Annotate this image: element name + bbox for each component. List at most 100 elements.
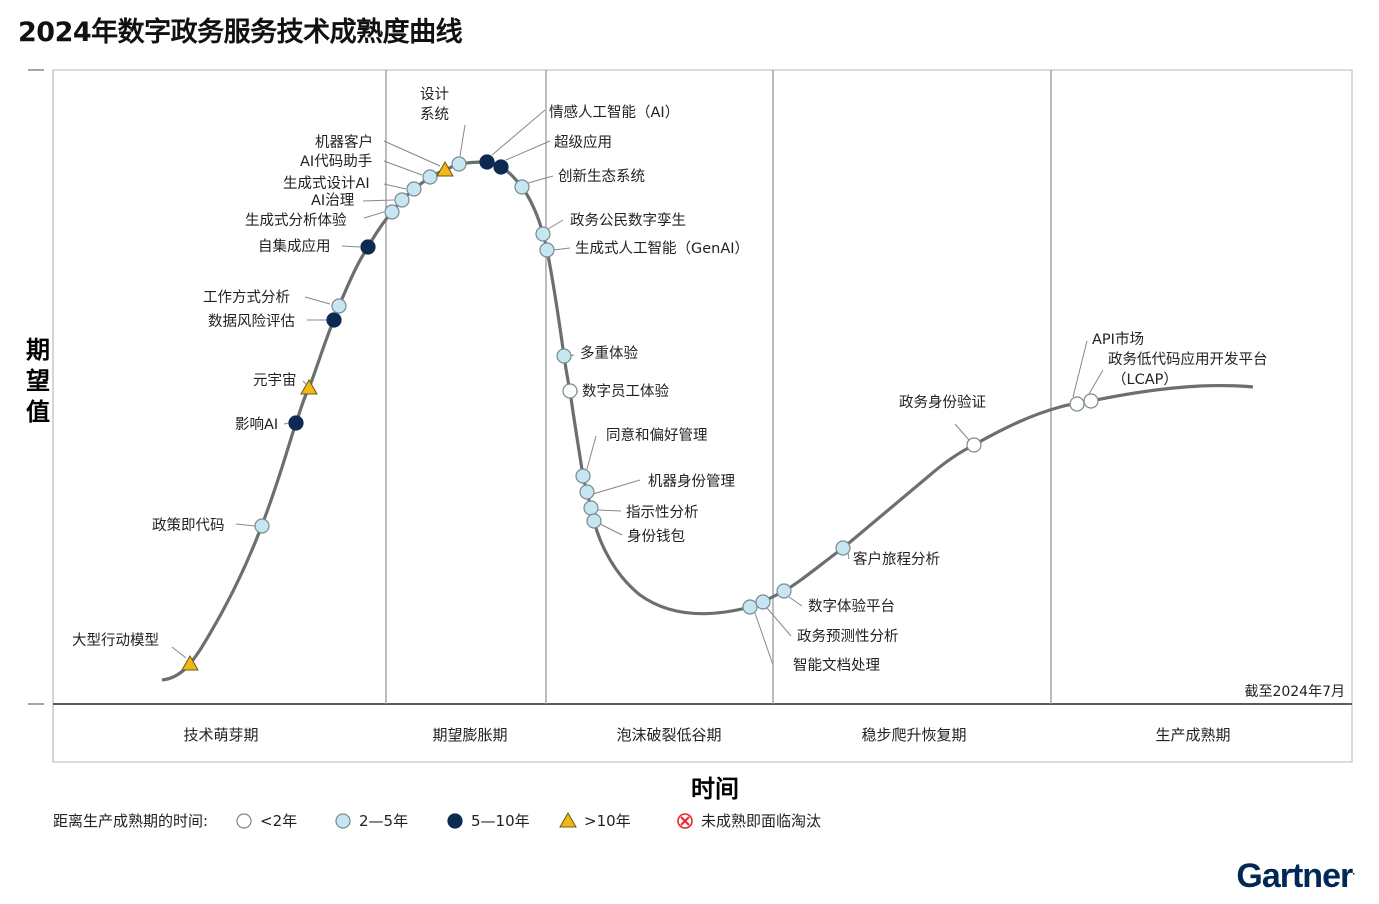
leader-line bbox=[362, 199, 395, 202]
tech-label: 生成式设计AI bbox=[283, 175, 370, 192]
tech-marker-circle bbox=[586, 513, 602, 529]
leader-line bbox=[383, 160, 423, 176]
tech-marker-circle bbox=[1069, 396, 1085, 412]
tech-label: API市场 bbox=[1092, 331, 1144, 348]
phase-labels: 技术萌芽期 期望膨胀期 泡沫破裂低谷期 稳步爬升恢复期 生产成熟期 bbox=[183, 726, 1230, 744]
tech-label: 生成式人工智能（GenAI） bbox=[575, 240, 749, 257]
legend-marker bbox=[447, 813, 463, 829]
y-axis-label-3: 值 bbox=[26, 398, 50, 426]
legend-marker bbox=[236, 813, 252, 829]
tech-label: 数字体验平台 bbox=[808, 598, 895, 615]
tech-label: 创新生态系统 bbox=[558, 168, 645, 185]
leader-line bbox=[383, 140, 441, 167]
tech-label: 情感人工智能（AI） bbox=[549, 104, 679, 121]
leader-line bbox=[302, 380, 307, 385]
tech-marker-circle bbox=[384, 204, 400, 220]
tech-marker-circle bbox=[966, 437, 982, 453]
tech-marker-triangle bbox=[181, 654, 199, 671]
tech-label: 机器身份管理 bbox=[648, 473, 735, 490]
tech-label: 政务身份验证 bbox=[899, 394, 986, 411]
tech-label: 数字员工体验 bbox=[582, 383, 669, 400]
leader-line bbox=[592, 479, 641, 495]
leader-line bbox=[788, 596, 803, 607]
leader-line bbox=[754, 612, 774, 666]
tech-label: 超级应用 bbox=[554, 133, 612, 151]
tech-label: 工作方式分析 bbox=[203, 289, 290, 306]
tech-marker-circle bbox=[755, 594, 771, 610]
tech-label: 政策即代码 bbox=[152, 517, 225, 534]
tech-label: AI代码助手 bbox=[300, 153, 372, 170]
leader-line bbox=[766, 607, 792, 637]
leader-line bbox=[363, 211, 385, 219]
tech-marker-circle bbox=[288, 415, 304, 431]
tech-marker-circle bbox=[539, 242, 555, 258]
technology-labels: 大型行动模型 政策即代码 影响AI 元宇宙 数据风险评估 工作方式分析 自集成应用 生成式分析… bbox=[72, 86, 1268, 674]
tech-marker-circle bbox=[360, 239, 376, 255]
as-of-note: 截至2024年7月 bbox=[1244, 684, 1345, 700]
leader-line bbox=[341, 245, 361, 248]
leader-line bbox=[586, 435, 597, 470]
leader-lines bbox=[171, 109, 1104, 666]
leader-line bbox=[954, 423, 970, 441]
tech-label: 客户旅程分析 bbox=[853, 551, 940, 568]
tech-marker-circle bbox=[556, 348, 572, 364]
tech-label: 生成式分析体验 bbox=[245, 212, 347, 229]
tech-label: 元宇宙 bbox=[253, 372, 297, 389]
tech-label: 政务公民数字孪生 bbox=[570, 212, 686, 229]
tech-marker-circle bbox=[562, 383, 578, 399]
tech-marker-circle bbox=[579, 484, 595, 500]
legend: 距离生产成熟期的时间: <2年 2—5年 5—10年 >10年 未成熟即面临淘汰 bbox=[53, 811, 821, 830]
tech-marker-circle bbox=[776, 583, 792, 599]
leader-line bbox=[491, 109, 546, 156]
gartner-logo: Gartner. bbox=[1236, 857, 1355, 895]
tech-marker-circle bbox=[493, 159, 509, 175]
legend-label: 2—5年 bbox=[359, 812, 408, 830]
leader-line bbox=[304, 296, 331, 305]
tech-marker-circle bbox=[742, 599, 758, 615]
tech-label: 系统 bbox=[420, 106, 449, 123]
y-axis-label-2: 望 bbox=[26, 367, 50, 395]
leader-line bbox=[847, 552, 850, 560]
tech-marker-circle bbox=[394, 192, 410, 208]
leader-line bbox=[283, 422, 290, 425]
leader-line bbox=[1088, 369, 1104, 395]
legend-label: >10年 bbox=[584, 812, 631, 830]
phase-label: 期望膨胀期 bbox=[432, 726, 507, 744]
leader-line bbox=[1072, 340, 1088, 398]
phase-label: 生产成熟期 bbox=[1155, 726, 1230, 744]
leader-line bbox=[597, 509, 622, 512]
tech-marker-circle bbox=[331, 298, 347, 314]
tech-marker-circle bbox=[422, 169, 438, 185]
x-axis-label: 时间 bbox=[691, 775, 739, 803]
leader-line bbox=[552, 247, 571, 251]
tech-label: 同意和偏好管理 bbox=[606, 426, 708, 444]
tech-marker-triangle bbox=[300, 378, 318, 395]
leader-line bbox=[527, 175, 554, 184]
leader-line bbox=[235, 523, 256, 527]
tech-label: 指示性分析 bbox=[626, 504, 699, 521]
tech-marker-circle bbox=[1083, 393, 1099, 409]
technology-markers bbox=[181, 154, 1099, 671]
phase-label: 泡沫破裂低谷期 bbox=[616, 726, 721, 744]
leader-line bbox=[171, 646, 187, 659]
tech-label: 智能文档处理 bbox=[793, 657, 880, 674]
leader-line bbox=[383, 183, 407, 190]
tech-marker-circle bbox=[479, 154, 495, 170]
leader-line bbox=[547, 219, 564, 230]
tech-label: 机器客户 bbox=[315, 134, 373, 151]
page-title: 2024年数字政务服务技术成熟度曲线 bbox=[18, 17, 463, 48]
legend-marker bbox=[559, 811, 577, 828]
tech-label: 政务预测性分析 bbox=[797, 628, 899, 645]
leader-line bbox=[459, 124, 466, 157]
tech-marker-circle bbox=[326, 312, 342, 328]
leader-line bbox=[599, 523, 623, 536]
tech-label: 影响AI bbox=[235, 416, 278, 433]
tech-marker-circle bbox=[535, 226, 551, 242]
tech-label: 数据风险评估 bbox=[208, 313, 295, 330]
legend-label: 5—10年 bbox=[471, 812, 530, 830]
tech-marker-circle bbox=[583, 500, 599, 516]
y-axis-label-1: 期 bbox=[26, 336, 50, 364]
phase-label: 稳步爬升恢复期 bbox=[861, 726, 966, 744]
tech-label: 自集成应用 bbox=[258, 237, 331, 255]
